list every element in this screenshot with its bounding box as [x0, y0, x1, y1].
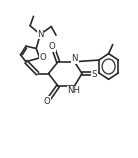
- Text: N: N: [37, 30, 44, 39]
- Text: N: N: [71, 54, 78, 63]
- Text: O: O: [40, 53, 46, 62]
- Text: S: S: [92, 70, 97, 79]
- Text: O: O: [43, 97, 50, 106]
- Text: O: O: [49, 42, 55, 51]
- Text: NH: NH: [67, 86, 80, 95]
